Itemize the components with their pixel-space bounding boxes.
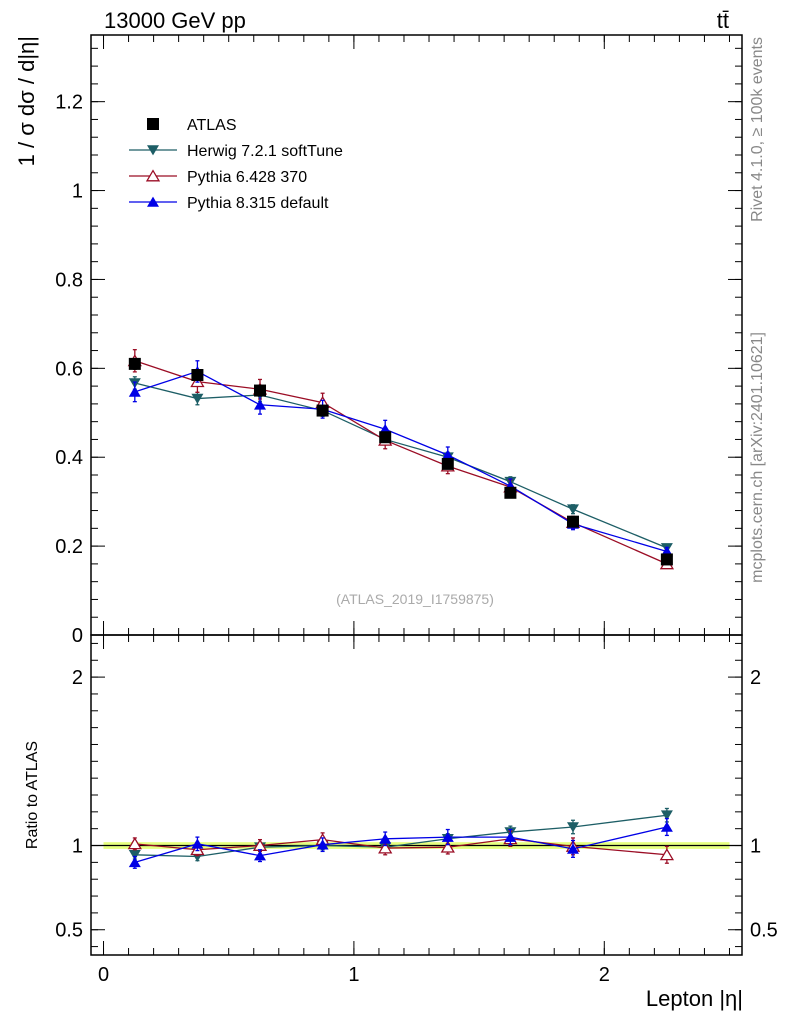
marker-square xyxy=(379,431,392,444)
marker-square xyxy=(191,369,204,381)
marker-square xyxy=(566,515,579,528)
marker-square xyxy=(254,384,267,397)
y-tick-label: 0.4 xyxy=(55,447,83,469)
legend-label: Pythia 6.428 370 xyxy=(187,169,307,186)
marker-triangle-up xyxy=(660,821,673,832)
x-tick-label: 1 xyxy=(348,964,359,986)
side-label-bottom: mcplots.cern.ch [arXiv:2401.10621] xyxy=(749,332,766,583)
ratio-plot: 0.5 0.5 1 1 2 2 0 1 2 xyxy=(55,634,778,986)
legend-item-atlas: ATLAS xyxy=(147,117,237,134)
series-herwig-7-2-1-softtune xyxy=(128,376,673,554)
marker-triangle-down xyxy=(566,822,579,833)
marker-triangle-up xyxy=(504,831,517,842)
marker-triangle-up xyxy=(254,850,267,861)
side-label-top: Rivet 4.1.0, ≥ 100k events xyxy=(749,37,766,222)
marker-triangle-up xyxy=(316,839,329,850)
y-tick-label: 0.6 xyxy=(55,358,83,380)
series-line xyxy=(134,382,668,549)
series-atlas xyxy=(128,357,673,566)
y-tick-label-right: 0.5 xyxy=(750,920,778,942)
xlabel: Lepton |η| xyxy=(646,986,743,1011)
marker-triangle-up xyxy=(566,843,579,854)
legend: ATLAS Herwig 7.2.1 softTune Pythia 6.428 3… xyxy=(129,117,343,212)
y-tick-label: 0.5 xyxy=(55,920,83,942)
ratio-frame-border xyxy=(90,634,743,956)
y-tick-label: 2 xyxy=(72,667,83,689)
series-herwig-7-2-1-softtune xyxy=(128,807,673,862)
marker-square xyxy=(128,357,141,370)
y-tick-label: 0 xyxy=(72,625,83,647)
legend-item-pythia-6-428-370: Pythia 6.428 370 xyxy=(129,169,307,186)
marker-triangle-up xyxy=(441,831,454,842)
marker-triangle-up xyxy=(128,386,141,397)
marker-triangle-up-open xyxy=(440,840,455,853)
main-plot: 0 0.2 0.4 0.6 0.8 1 1.2 xyxy=(55,34,743,647)
series-pythia-6-428-370 xyxy=(127,349,675,570)
marker-triangle-up-open xyxy=(127,837,142,850)
marker-triangle-down xyxy=(660,810,673,821)
y-tick-label-right: 1 xyxy=(750,836,761,858)
legend-label: ATLAS xyxy=(187,117,237,134)
ratio-ylabel: Ratio to ATLAS xyxy=(24,741,41,849)
y-tick-label: 1 xyxy=(72,181,83,203)
watermark: (ATLAS_2019_I1759875) xyxy=(336,591,494,607)
marker-square xyxy=(147,118,159,130)
x-tick-label: 2 xyxy=(599,964,610,986)
marker-triangle-down xyxy=(191,393,204,404)
marker-triangle-down xyxy=(147,145,159,156)
marker-triangle-up xyxy=(191,838,204,849)
marker-triangle-up xyxy=(128,856,141,868)
y-tick-label-right: 2 xyxy=(750,667,761,689)
main-ylabel: 1 / σ dσ / d|η| xyxy=(14,36,39,166)
marker-triangle-up xyxy=(441,449,454,460)
x-tick-label: 0 xyxy=(98,964,109,986)
marker-triangle-up xyxy=(379,833,392,844)
y-tick-label: 1.2 xyxy=(55,92,83,114)
series-pythia-8-315-default xyxy=(128,817,673,869)
legend-item-pythia-8-315-default: Pythia 8.315 default xyxy=(129,195,329,212)
marker-square xyxy=(504,486,517,499)
y-tick-label: 0.2 xyxy=(55,536,83,558)
marker-triangle-down xyxy=(128,849,141,861)
header-left: 13000 GeV pp xyxy=(104,8,246,33)
marker-triangle-up-open xyxy=(659,848,675,861)
marker-triangle-up xyxy=(254,399,267,410)
marker-triangle-up-open xyxy=(145,169,161,182)
marker-triangle-up xyxy=(147,196,159,207)
legend-label: Herwig 7.2.1 softTune xyxy=(187,143,343,160)
marker-square xyxy=(441,457,454,470)
header-right: tt̄ xyxy=(717,8,729,33)
marker-triangle-up-open xyxy=(378,841,393,854)
legend-label: Pythia 8.315 default xyxy=(187,195,329,212)
legend-item-herwig-7-2-1-softtune: Herwig 7.2.1 softTune xyxy=(129,143,343,160)
y-tick-label: 1 xyxy=(72,836,83,858)
y-tick-label: 0.8 xyxy=(55,269,83,291)
marker-triangle-down xyxy=(566,504,579,515)
series-pythia-8-315-default xyxy=(128,360,673,557)
series-line xyxy=(134,360,668,565)
marker-square xyxy=(316,404,329,417)
marker-square xyxy=(660,553,673,566)
series-line xyxy=(134,370,668,553)
series-line xyxy=(134,814,667,858)
